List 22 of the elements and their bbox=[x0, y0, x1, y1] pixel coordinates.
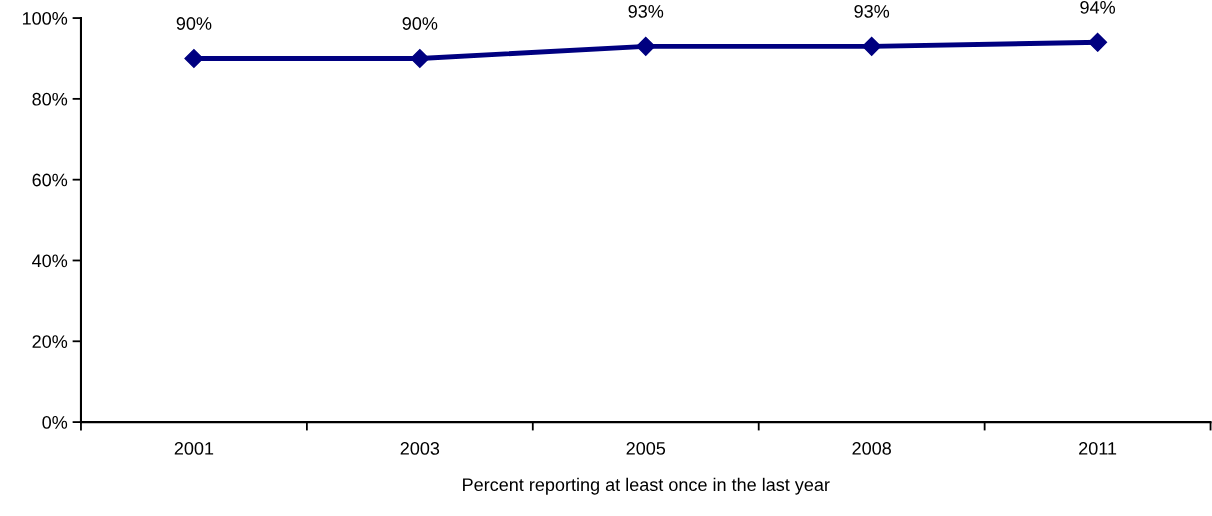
data-label: 90% bbox=[402, 17, 438, 30]
x-tick-label: 2008 bbox=[852, 442, 891, 455]
y-tick-label: 20% bbox=[32, 335, 68, 348]
point bbox=[410, 48, 430, 68]
x-tick-label: 2001 bbox=[174, 442, 214, 455]
x-tick-label: 2003 bbox=[400, 442, 440, 455]
data-label: 93% bbox=[628, 4, 664, 18]
y-tick-label: 80% bbox=[32, 92, 68, 106]
point bbox=[1088, 32, 1108, 52]
x-tick-label: 2005 bbox=[626, 442, 666, 455]
point bbox=[862, 36, 882, 56]
data-label: 94% bbox=[1080, 0, 1116, 14]
data-label: 90% bbox=[176, 17, 212, 30]
point bbox=[184, 48, 204, 68]
x-axis-title: Percent reporting at least once in the last year bbox=[463, 477, 830, 495]
y-tick-label: 100% bbox=[22, 11, 68, 25]
y-tick-label: 40% bbox=[32, 254, 68, 268]
y-tick-label: 0% bbox=[42, 416, 68, 429]
y-tick-label: 60% bbox=[32, 173, 68, 187]
point bbox=[636, 36, 656, 56]
data-label: 93% bbox=[854, 4, 890, 18]
x-tick-label: 2011 bbox=[1079, 442, 1117, 455]
